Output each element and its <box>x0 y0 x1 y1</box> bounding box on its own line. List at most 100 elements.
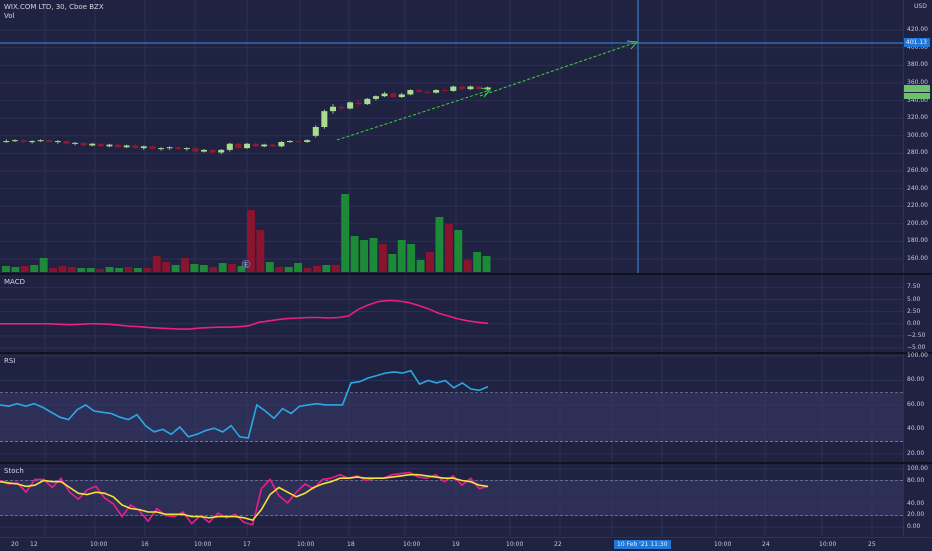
volume-bar <box>350 236 359 272</box>
candle-body <box>140 146 147 149</box>
time-tick-label: 18 <box>347 541 355 548</box>
candle-body <box>269 144 276 147</box>
volume-bar <box>67 267 76 272</box>
axis-tick-label: −2.50 <box>907 331 926 339</box>
volume-bar <box>312 266 321 272</box>
time-tick-label: 10:00 <box>506 541 524 548</box>
trendline-drawing <box>336 89 491 141</box>
candle-body <box>106 144 113 147</box>
axis-tick-label: 20.00 <box>907 511 925 519</box>
candle-body <box>441 90 448 92</box>
volume-bar <box>435 217 444 272</box>
candle-body <box>304 140 311 142</box>
volume-bar <box>86 268 95 272</box>
candle-body <box>278 141 285 147</box>
price-chart[interactable]: E <box>0 0 903 273</box>
time-tick-label: 10:00 <box>90 541 108 548</box>
candle-body <box>218 149 225 153</box>
volume-bar <box>388 254 397 272</box>
candle-body <box>175 147 182 149</box>
rsi-pane[interactable]: RSI 100.00 80.00 60.00 40.00 20.00 <box>0 352 932 462</box>
volume-bar <box>171 265 180 272</box>
axis-tick-label: 0.00 <box>907 523 921 531</box>
volume-bar <box>49 268 58 272</box>
candle-body <box>149 146 156 149</box>
volume-bar <box>407 244 416 272</box>
time-tick-label: 10:00 <box>403 541 421 548</box>
volume-bar <box>105 267 114 272</box>
candle-body <box>364 98 371 105</box>
axis-tick-label: 220.00 <box>907 202 928 210</box>
crosshair-price-label: 401.13 <box>904 38 930 47</box>
candle-body <box>243 143 251 149</box>
volume-bar <box>2 266 10 272</box>
candle-body <box>80 142 87 146</box>
volume-bar <box>416 260 425 272</box>
rsi-axis[interactable] <box>903 354 932 462</box>
volume-bar <box>77 268 86 272</box>
volume-bar <box>331 265 340 272</box>
axis-tick-label: 400.00 <box>907 43 928 51</box>
pane-separator[interactable] <box>0 352 932 354</box>
volume-bar <box>124 267 133 272</box>
candle-body <box>295 141 302 143</box>
volume-bar <box>39 258 48 272</box>
macd-axis[interactable] <box>903 275 932 352</box>
time-axis[interactable]: 20 12 10:00 16 10:00 17 10:00 18 10:00 19 10:00 22 1… <box>0 537 932 551</box>
volume-bar <box>20 266 29 272</box>
earnings-marker-label: E <box>244 262 248 269</box>
volume-bar <box>397 240 406 272</box>
axis-tick-label: −5.00 <box>907 344 926 351</box>
macd-chart[interactable] <box>0 275 903 352</box>
candle-body <box>11 140 18 142</box>
stoch-chart[interactable] <box>0 464 903 536</box>
candle-body <box>132 145 139 149</box>
axis-tick-label: 360.00 <box>907 79 928 86</box>
time-tick-label: 16 <box>141 541 149 548</box>
volume-bar <box>181 258 189 272</box>
volume-bar <box>294 263 303 272</box>
candle-body <box>347 102 354 109</box>
pane-separator[interactable] <box>0 273 932 275</box>
candle-body <box>321 111 328 127</box>
macd-pane[interactable]: MACD 7.50 5.00 2.50 0.00 −2.50 −5.00 <box>0 275 932 352</box>
last-price-marker <box>904 85 930 92</box>
time-tick-label: 10:00 <box>297 541 315 548</box>
stoch-pane[interactable]: Stoch 100.00 80.00 40.00 20.00 0.00 <box>0 464 932 536</box>
candle-body <box>484 87 491 90</box>
candle-body <box>286 141 293 143</box>
candle-body <box>46 140 53 142</box>
stoch-label: Stoch <box>4 467 24 475</box>
axis-tick-label: 420.00 <box>907 26 928 34</box>
axis-tick-label: 80.00 <box>907 476 925 484</box>
candle-body <box>372 96 379 99</box>
volume-bar <box>341 194 350 272</box>
candle-body <box>424 91 431 93</box>
candle-body <box>415 90 422 92</box>
volume-bar <box>218 263 227 272</box>
pane-separator[interactable] <box>0 462 932 464</box>
axis-tick-label: 40.00 <box>907 499 925 507</box>
axis-tick-label: 280.00 <box>907 149 928 157</box>
axis-tick-label: 2.50 <box>907 307 921 315</box>
volume-bar <box>473 252 482 272</box>
candle-body <box>183 148 190 150</box>
rsi-chart[interactable] <box>0 354 903 462</box>
volume-bar <box>152 256 161 272</box>
axis-tick-label: 100.00 <box>907 352 928 359</box>
stoch-axis[interactable] <box>903 464 932 536</box>
axis-tick-label: 100.00 <box>907 464 928 472</box>
candle-body <box>20 140 27 142</box>
axis-tick-label: 7.50 <box>907 283 921 291</box>
axis-tick-label: 260.00 <box>907 167 928 174</box>
axis-tick-label: 300.00 <box>907 131 928 139</box>
candle-body <box>355 102 362 105</box>
candle-body <box>29 141 36 143</box>
candle-body <box>312 127 319 136</box>
price-pane[interactable]: E WIX.COM LTD, 30, Cboe BZX Vol USD 420.… <box>0 0 932 273</box>
candle-body <box>226 143 233 150</box>
volume-bar <box>378 244 387 272</box>
axis-tick-label: 40.00 <box>907 425 925 433</box>
axis-tick-label: 5.00 <box>907 295 921 303</box>
axis-tick-label: 340.00 <box>907 96 928 104</box>
